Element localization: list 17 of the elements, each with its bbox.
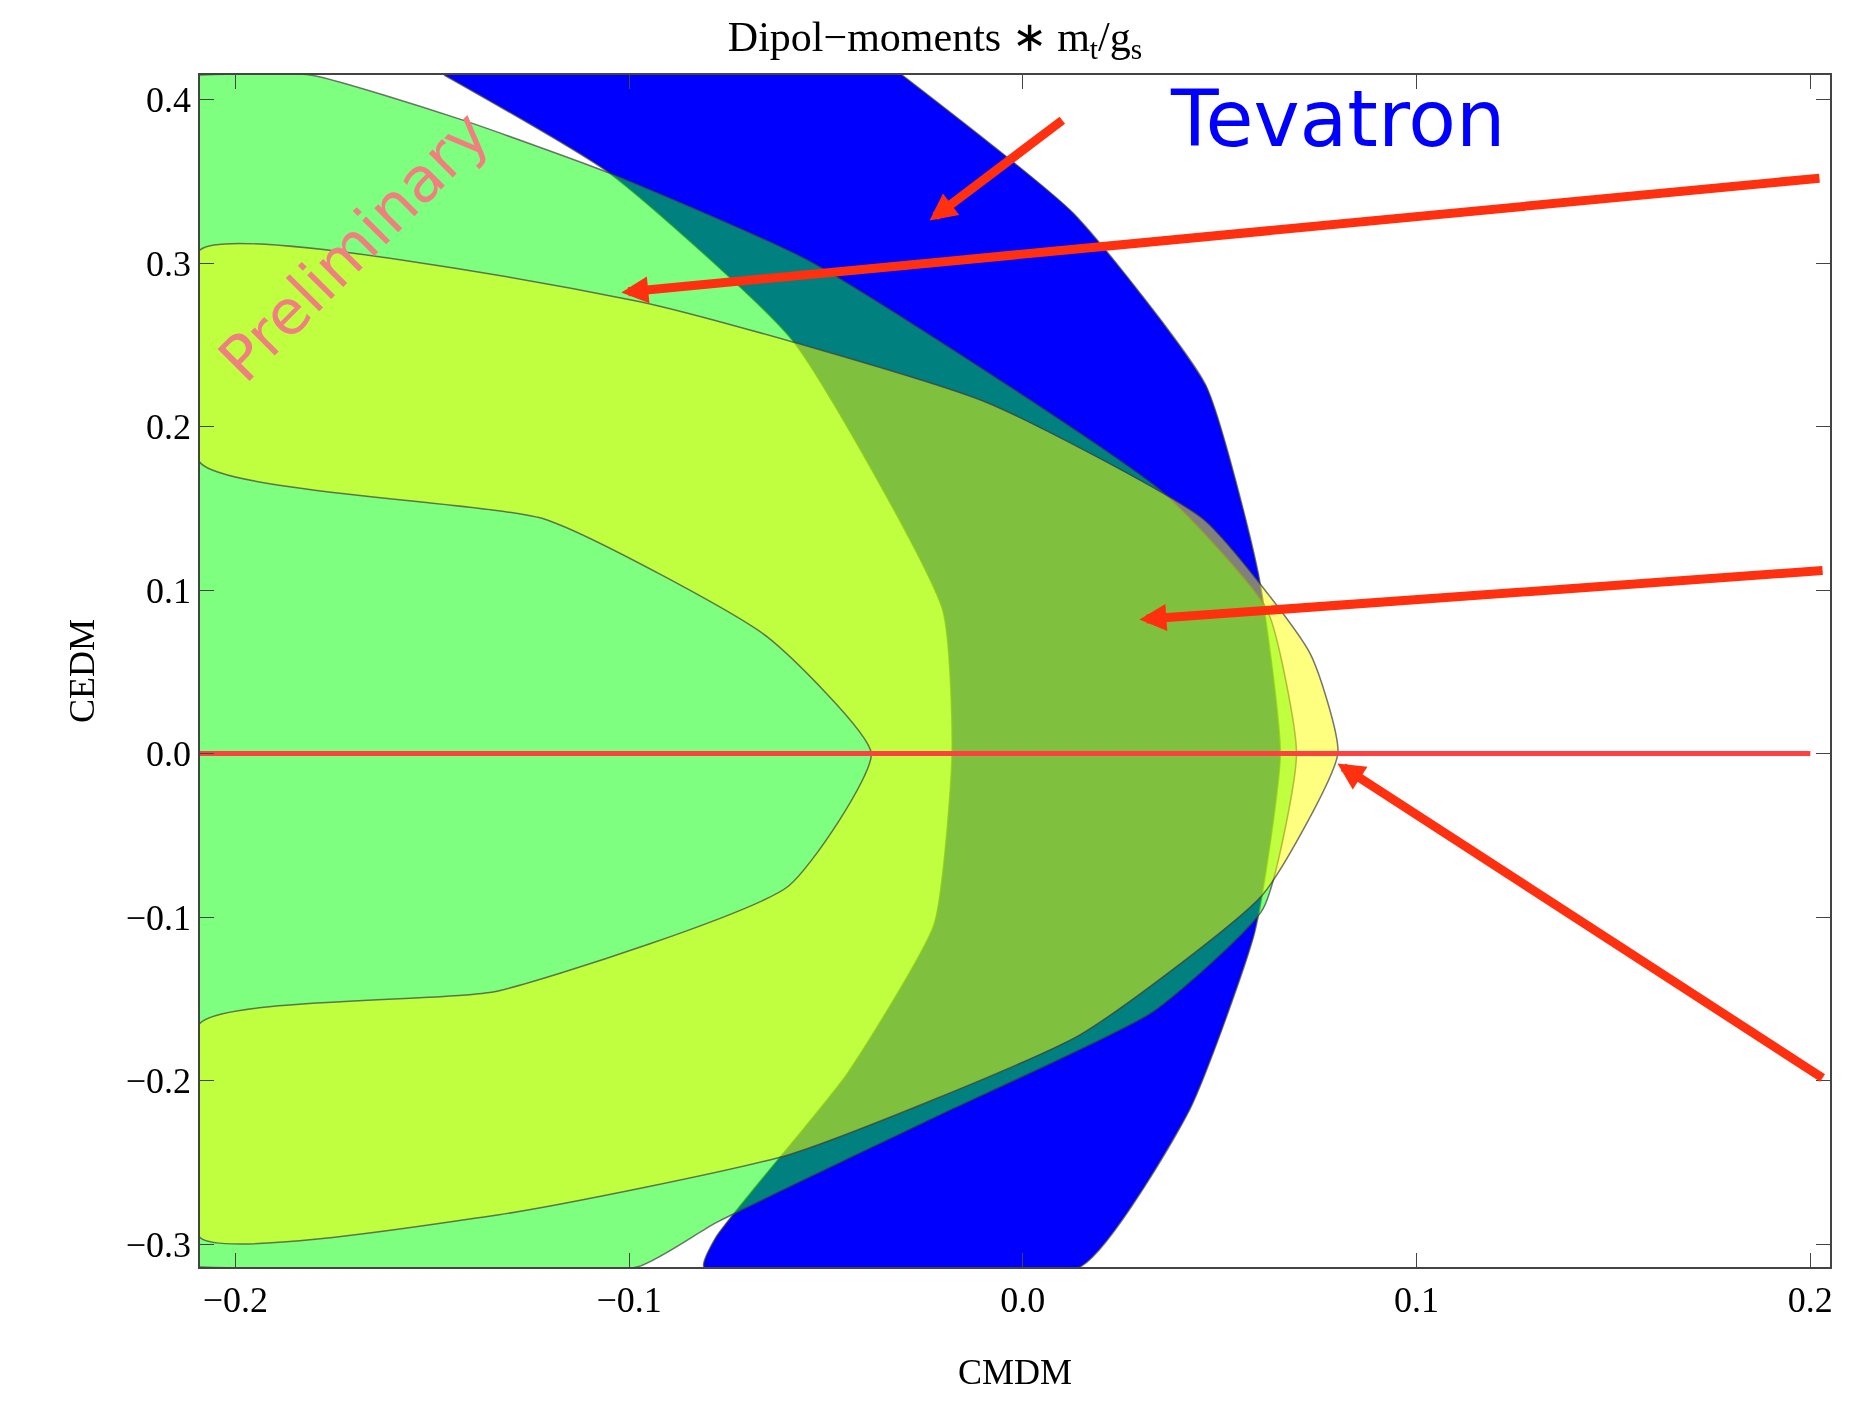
x-tick-label: 0.1 bbox=[1394, 1279, 1440, 1320]
y-tick-label: 0.0 bbox=[146, 734, 192, 775]
x-tick-label: 0.0 bbox=[1000, 1279, 1046, 1320]
y-tick-label: −0.3 bbox=[125, 1224, 192, 1265]
y-tick-label: 0.3 bbox=[146, 243, 192, 284]
y-axis-title: CEDM bbox=[62, 618, 103, 724]
y-tick-label: 0.4 bbox=[146, 80, 192, 121]
x-tick-label: −0.2 bbox=[202, 1279, 269, 1320]
y-tick-label: −0.1 bbox=[125, 897, 192, 938]
y-tick-label: −0.2 bbox=[125, 1061, 192, 1102]
y-tick-label: 0.2 bbox=[146, 407, 192, 448]
x-tick-label: −0.1 bbox=[596, 1279, 662, 1320]
annotation: Tevatron bbox=[1170, 74, 1506, 164]
x-tick-label: 0.2 bbox=[1787, 1279, 1833, 1320]
y-tick-label: 0.1 bbox=[146, 570, 192, 611]
chart-title: Dipol−moments ∗ m$_{t}$/g$_{s}$ bbox=[727, 13, 1143, 66]
x-axis-title: CMDM bbox=[957, 1352, 1073, 1393]
